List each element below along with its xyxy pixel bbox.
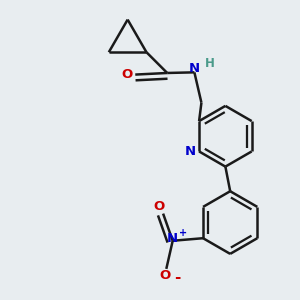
Text: O: O — [154, 200, 165, 213]
Text: +: + — [179, 228, 187, 238]
Text: H: H — [205, 57, 215, 70]
Text: O: O — [159, 269, 170, 282]
Text: O: O — [122, 68, 133, 81]
Text: N: N — [184, 145, 196, 158]
Text: -: - — [174, 270, 181, 285]
Text: N: N — [189, 62, 200, 75]
Text: N: N — [167, 232, 178, 245]
